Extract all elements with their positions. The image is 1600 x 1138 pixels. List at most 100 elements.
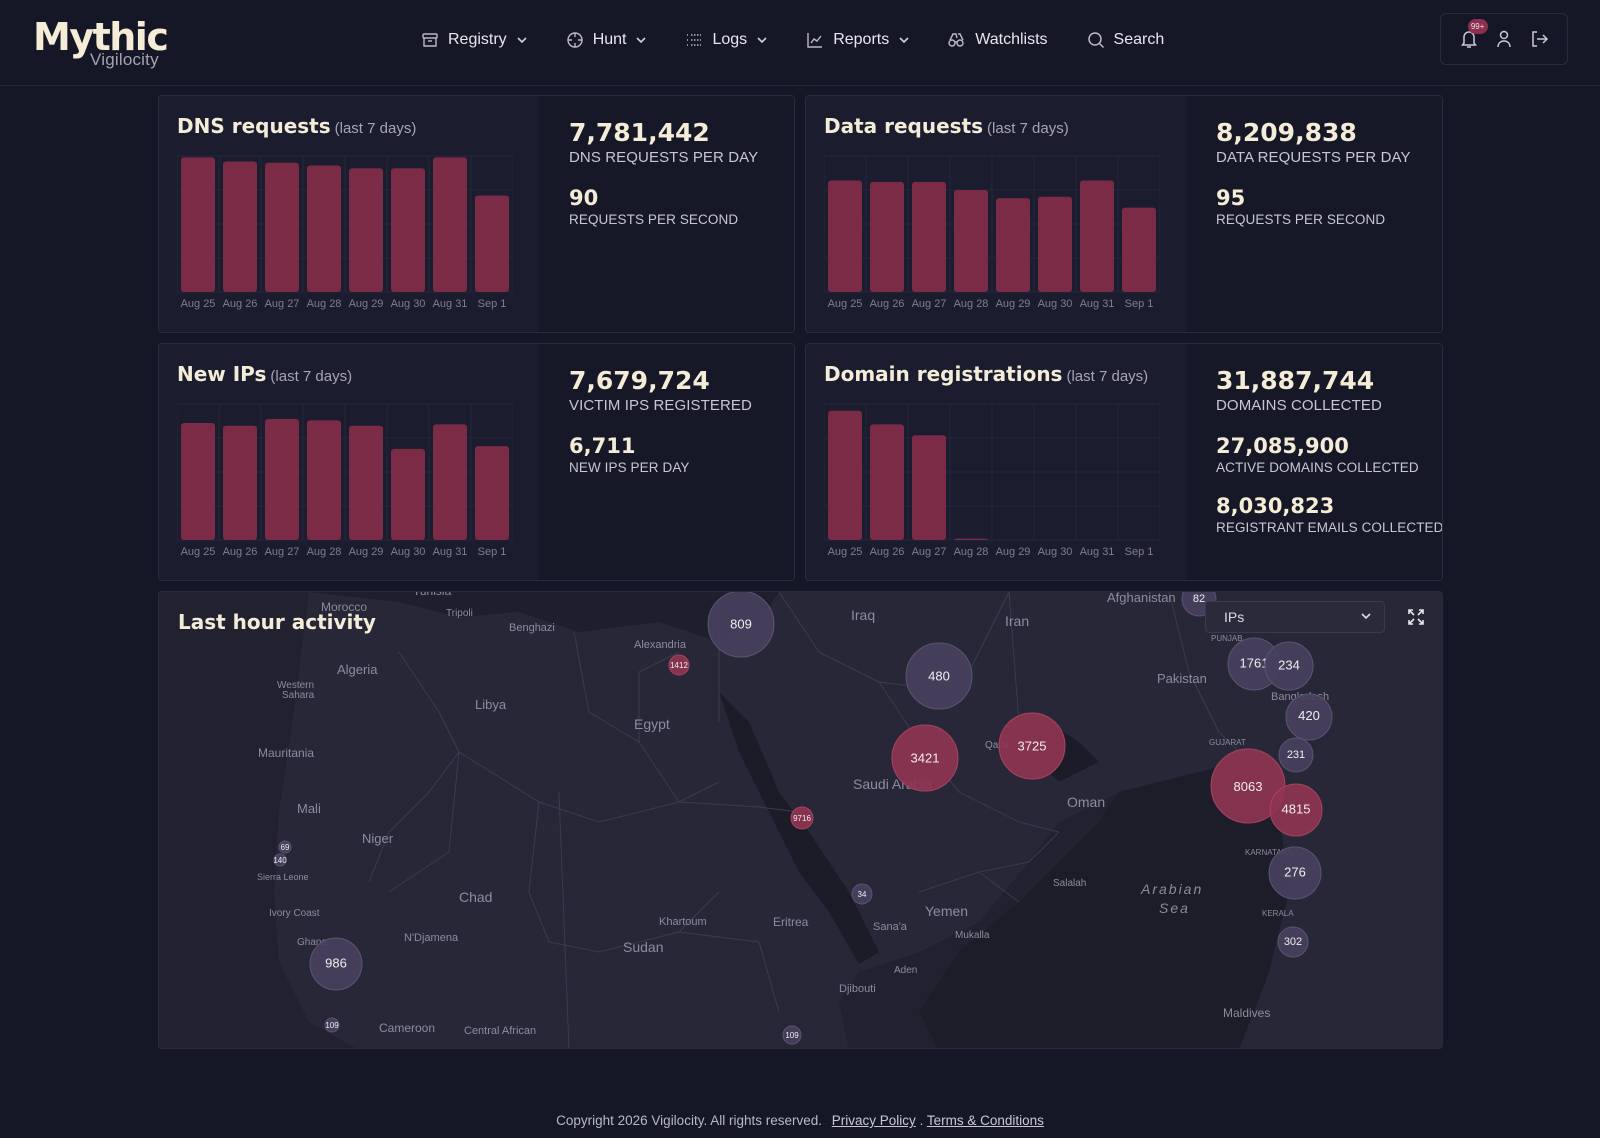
last-hour-activity-map[interactable]: Tunisia Morocco Tripoli Benghazi Alexand…	[158, 591, 1443, 1049]
copyright-text: Copyright 2026 Vigilocity. All rights re…	[556, 1113, 822, 1128]
x-tick-label: Aug 31	[1080, 546, 1115, 558]
chart-bar[interactable]	[265, 418, 299, 540]
privacy-policy-link[interactable]: Privacy Policy	[831, 1113, 916, 1128]
new-ips-panel: New IPs (last 7 days) Aug 25 Aug 26 Aug 27 A…	[158, 343, 795, 581]
map-cluster[interactable]: 1412	[668, 654, 690, 676]
x-tick-label: Aug 26	[870, 298, 905, 310]
stat-value: 8,030,823	[1216, 494, 1335, 518]
map-cluster[interactable]: 809	[707, 592, 775, 658]
chart-bar[interactable]	[307, 165, 341, 292]
x-tick-label: Aug 27	[265, 298, 300, 310]
x-tick-label: Aug 31	[433, 298, 468, 310]
brand-subtitle: Vigilocity	[90, 50, 159, 69]
chart-bar[interactable]	[391, 168, 425, 292]
map-layer-select[interactable]: IPs	[1205, 601, 1385, 633]
map-cluster[interactable]: 34	[851, 883, 873, 905]
chart-bar[interactable]	[912, 181, 946, 292]
nav-reports[interactable]: Reports	[805, 30, 911, 50]
map-cluster[interactable]: 3421	[891, 724, 959, 792]
map-cluster[interactable]: 109	[782, 1025, 802, 1045]
map-cluster[interactable]: 234	[1264, 641, 1314, 691]
chevron-down-icon	[897, 33, 911, 47]
map-label: Sana'a	[873, 921, 908, 933]
nav-registry[interactable]: Registry	[420, 30, 529, 50]
map-canvas[interactable]: Tunisia Morocco Tripoli Benghazi Alexand…	[159, 592, 1443, 1049]
logout-icon[interactable]	[1528, 28, 1550, 50]
chart-bar[interactable]	[265, 162, 299, 292]
chart-bar[interactable]	[1080, 180, 1114, 292]
nav-registry-label: Registry	[448, 31, 507, 48]
fullscreen-icon[interactable]	[1407, 608, 1425, 626]
map-cluster-count: 4815	[1282, 802, 1311, 817]
chart-bar[interactable]	[828, 410, 862, 540]
terms-link[interactable]: Terms & Conditions	[926, 1113, 1044, 1128]
stat-label: DNS REQUESTS PER DAY	[569, 149, 759, 166]
stat-block: 7,781,442 DNS REQUESTS PER DAY	[569, 118, 758, 166]
chart-bar[interactable]	[828, 180, 862, 292]
chart-bar[interactable]	[954, 538, 988, 540]
map-cluster-count: 82	[1193, 593, 1205, 605]
chart-bar[interactable]	[1038, 196, 1072, 292]
map-label: Afghanistan	[1107, 592, 1176, 605]
map-cluster[interactable]: 986	[309, 937, 363, 991]
map-cluster[interactable]: 4815	[1269, 783, 1323, 837]
chart-bar[interactable]	[1122, 207, 1156, 292]
user-icon[interactable]	[1493, 28, 1515, 50]
notifications-bell-icon[interactable]: 99+	[1458, 19, 1488, 50]
map-label: Yemen	[925, 903, 968, 919]
stat-label: REQUESTS PER SECOND	[1216, 212, 1386, 227]
map-cluster[interactable]: 276	[1268, 846, 1322, 900]
map-label: Salalah	[1053, 878, 1086, 889]
map-cluster-count: 809	[730, 617, 752, 632]
map-cluster[interactable]: 3725	[998, 712, 1066, 780]
nav-watchlists[interactable]: Watchlists	[947, 30, 1048, 50]
chart-bar[interactable]	[433, 157, 467, 292]
map-label: Djibouti	[839, 983, 876, 995]
map-cluster-count: 69	[281, 843, 290, 852]
chart-bar[interactable]	[349, 168, 383, 292]
map-cluster-count: 234	[1278, 657, 1300, 672]
map-cluster[interactable]: 140	[273, 853, 287, 867]
map-cluster[interactable]: 69	[278, 840, 292, 854]
chart-bar[interactable]	[181, 157, 215, 292]
chart-bar[interactable]	[870, 181, 904, 292]
nav-search[interactable]: Search	[1086, 30, 1164, 50]
domain-registrations-panel: Domain registrations (last 7 days) Aug 25…	[805, 343, 1443, 581]
chart-bar[interactable]	[391, 448, 425, 540]
chart-bar[interactable]	[223, 161, 257, 292]
chart-bar[interactable]	[475, 446, 509, 540]
x-tick-label: Aug 26	[870, 546, 905, 558]
chart-bar[interactable]	[223, 425, 257, 540]
map-cluster[interactable]: 420	[1285, 693, 1333, 741]
chart-bar[interactable]	[307, 420, 341, 540]
map-label: Ivory Coast	[269, 908, 320, 919]
map-label: Central African	[464, 1025, 536, 1037]
chart-bar[interactable]	[181, 423, 215, 540]
map-cluster[interactable]: 302	[1277, 926, 1309, 958]
chart-bar[interactable]	[433, 424, 467, 540]
map-label: Iran	[1005, 613, 1029, 629]
stat-value: 8,209,838	[1216, 118, 1357, 147]
map-label: Libya	[475, 697, 507, 712]
nav-logs[interactable]: Logs	[684, 30, 769, 50]
map-cluster-count: 1412	[670, 661, 688, 670]
map-cluster-count: 480	[928, 669, 950, 684]
map-cluster[interactable]: 8063	[1210, 748, 1286, 824]
brand-logo[interactable]: Mythic Vigilocity	[33, 14, 169, 69]
x-tick-label: Aug 26	[223, 298, 258, 310]
panel-title: Domain registrations (last 7 days)	[824, 362, 1149, 386]
map-cluster[interactable]: 480	[905, 642, 973, 710]
chart-bar[interactable]	[996, 198, 1030, 292]
map-cluster[interactable]: 231	[1278, 737, 1314, 773]
map-cluster[interactable]: 9716	[790, 806, 814, 830]
chart-bar[interactable]	[954, 190, 988, 292]
chart-bar[interactable]	[349, 425, 383, 540]
map-cluster[interactable]: 109	[324, 1017, 340, 1033]
data-requests-panel: Data requests (last 7 days) Aug 25 Aug 26 A…	[805, 95, 1443, 333]
chart-bar[interactable]	[475, 195, 509, 292]
chart-bar[interactable]	[870, 424, 904, 540]
nav-hunt[interactable]: Hunt	[565, 30, 649, 50]
chevron-down-icon	[634, 33, 648, 47]
chart-bar[interactable]	[912, 435, 946, 540]
map-layer-select-value: IPs	[1224, 609, 1245, 625]
